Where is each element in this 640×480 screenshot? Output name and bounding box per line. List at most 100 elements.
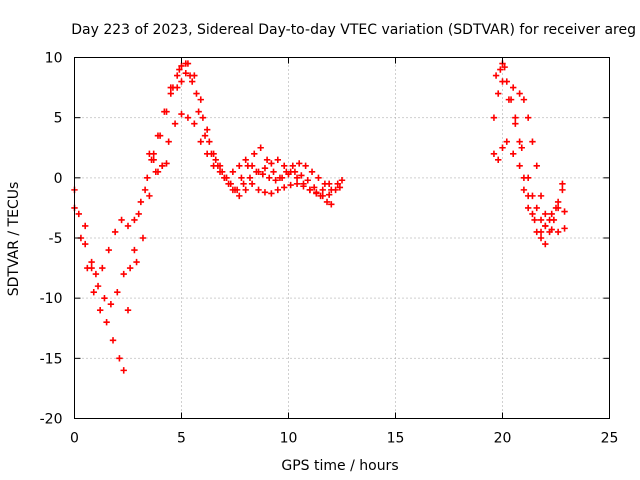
data-point [159,162,166,169]
data-point [120,270,127,278]
x-tick-label: 0 [70,431,79,447]
data-point [503,138,510,145]
data-point [107,300,115,308]
data-point [242,156,249,163]
data-point [171,120,179,127]
data-point [336,184,344,191]
data-point [178,78,185,85]
data-point [298,172,305,179]
data-point [533,162,540,169]
data-point [516,162,523,169]
data-point [94,282,102,290]
data-point [531,216,538,224]
data-point [272,177,279,184]
data-point [287,181,294,189]
data-point [537,234,545,242]
data-point [542,222,549,230]
x-tick-label: 10 [280,431,298,447]
data-point [133,258,140,266]
x-axis-title: GPS time / hours [281,458,398,474]
data-point [300,180,307,188]
data-point [238,174,245,182]
data-point [497,66,504,73]
data-point [124,307,132,314]
data-point [495,156,502,163]
data-point [218,168,226,176]
grid [74,57,610,419]
x-tick-label: 5 [177,431,186,447]
data-point [114,288,121,296]
data-point [561,225,568,232]
data-point [261,165,269,172]
y-tick-label: -20 [40,412,63,428]
data-point [242,186,249,194]
data-point [321,180,329,188]
data-point [328,186,335,194]
data-point [165,138,172,145]
data-point [163,108,170,115]
data-point [163,160,170,167]
data-point [105,246,112,254]
data-point [248,180,256,188]
data-point [223,174,230,182]
series-track-a [71,60,344,374]
data-point [246,174,254,182]
data-point [197,96,204,103]
data-point [255,168,262,176]
data-point [289,162,296,169]
data-point [131,216,138,224]
data-point [537,228,545,236]
y-tick-label: 10 [45,51,63,67]
data-point [268,190,275,197]
data-point [139,234,147,242]
data-point [306,186,314,194]
data-point [518,144,525,151]
data-point [92,270,100,278]
x-tick-label: 15 [387,431,405,447]
data-point [167,90,174,97]
data-point [505,96,513,103]
data-point [261,189,269,196]
series-track-c [82,110,333,308]
data-point [283,168,290,176]
data-point [178,110,185,118]
data-point [240,180,247,188]
data-point [182,60,189,67]
data-point [150,156,157,163]
data-point [546,216,553,224]
data-point [542,240,549,248]
data-point [268,160,275,167]
y-tick-label: -15 [40,351,63,367]
data-point [529,138,536,145]
data-point [293,174,301,182]
series-track-d [146,69,346,194]
data-point [251,150,258,157]
x-tick-label: 20 [494,431,512,447]
data-point [231,186,239,194]
data-point [559,186,566,194]
data-point [146,192,153,200]
data-point [186,72,194,79]
data-point [274,186,281,194]
data-point [75,210,82,218]
data-point [259,171,267,178]
data-point [529,210,536,218]
data-point [197,138,204,145]
series-track-e [490,60,566,248]
data-point [255,186,262,194]
data-point [510,84,517,91]
data-point [328,201,335,208]
data-point [554,198,562,206]
data-point [174,72,181,79]
data-point [156,132,164,139]
data-point [118,216,125,224]
data-point [548,226,555,233]
data-point [184,114,192,121]
data-point [281,184,288,191]
data-point [124,222,132,230]
series-track-b [71,60,335,278]
data-point [512,120,519,127]
data-point [178,62,185,70]
data-point [146,150,153,157]
data-point [203,126,211,133]
